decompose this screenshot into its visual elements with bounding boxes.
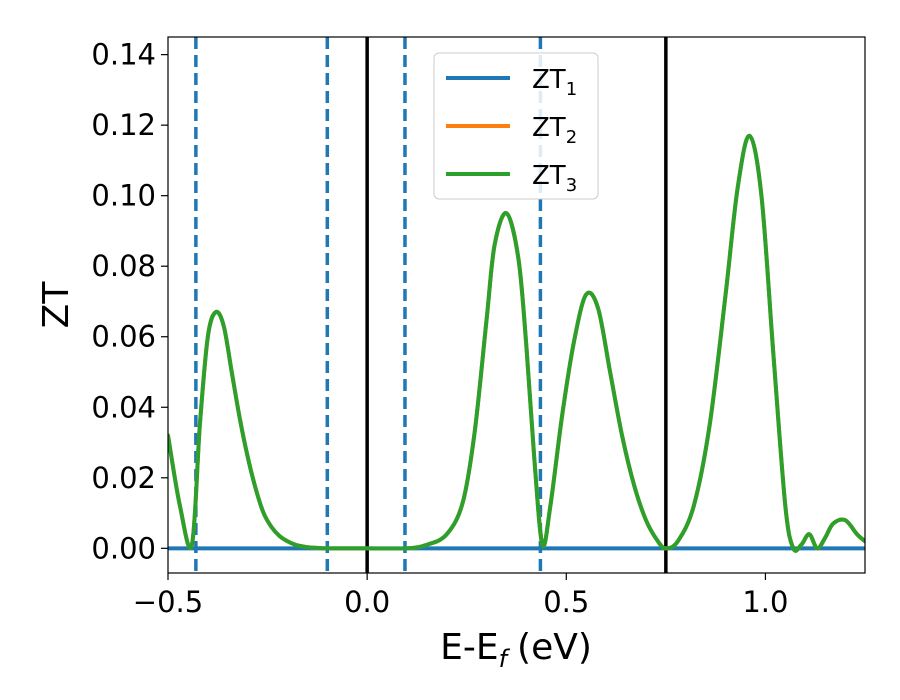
x-tick-label: 1.0 <box>742 585 788 619</box>
y-tick-label: 0.06 <box>91 320 156 354</box>
x-tick-label: 0.0 <box>344 585 390 619</box>
y-tick-label: 0.08 <box>91 249 156 283</box>
y-tick-label: 0.14 <box>91 38 156 72</box>
y-tick-label: 0.12 <box>91 108 156 142</box>
x-axis-title-subscript: f <box>499 645 511 673</box>
y-tick-label: 0.00 <box>91 531 156 565</box>
x-axis-ticks: −0.5 0.0 0.5 1.0 <box>133 573 788 619</box>
plot-frame <box>167 36 866 574</box>
x-axis-title: E-Ef (eV) <box>440 627 592 673</box>
y-axis-title: ZT <box>36 281 77 329</box>
legend-label-1: ZT1 <box>532 65 577 100</box>
x-tick-label: −0.5 <box>133 585 203 619</box>
x-axis-title-unit: (eV) <box>517 627 592 668</box>
series-lines <box>168 133 865 553</box>
vertical-reference-lines <box>194 37 668 573</box>
legend-label-2: ZT2 <box>532 113 577 148</box>
y-tick-label: 0.02 <box>91 461 156 495</box>
series-line-3 <box>168 133 865 553</box>
x-tick-label: 0.5 <box>543 585 589 619</box>
y-tick-label: 0.10 <box>91 179 156 213</box>
legend: ZT1 ZT2 ZT3 <box>433 52 599 200</box>
legend-box <box>433 52 599 200</box>
y-axis-ticks: 0.00 0.02 0.04 0.06 0.08 0.10 0.12 0.14 <box>91 38 168 565</box>
legend-label-3: ZT3 <box>532 161 577 196</box>
y-tick-label: 0.04 <box>91 390 156 424</box>
